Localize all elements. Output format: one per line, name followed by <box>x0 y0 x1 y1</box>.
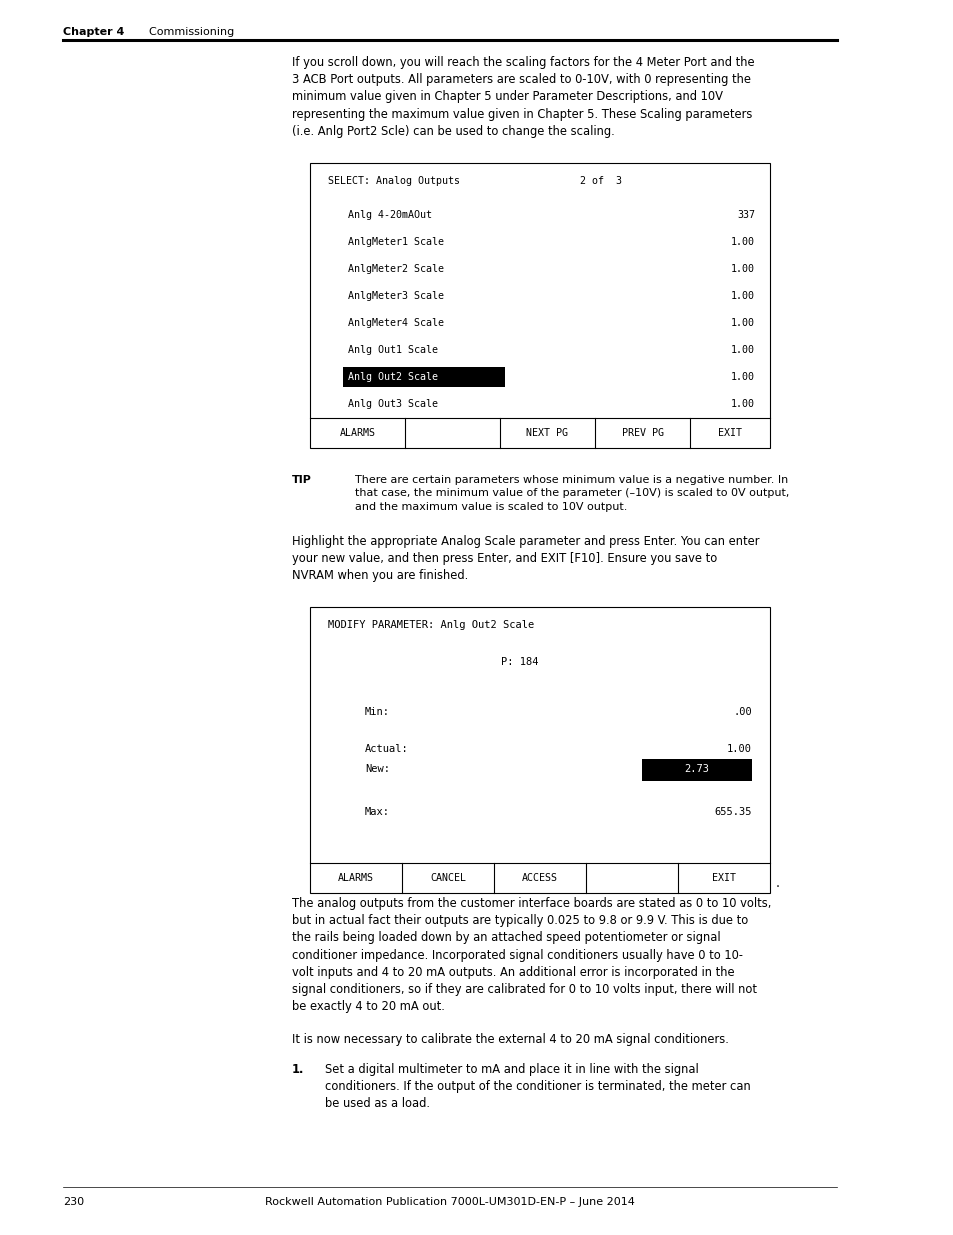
Text: Rockwell Automation Publication 7000L-UM301D-EN-P – June 2014: Rockwell Automation Publication 7000L-UM… <box>265 1197 635 1207</box>
Text: .: . <box>774 879 781 889</box>
Text: NEXT PG: NEXT PG <box>526 429 568 438</box>
Text: TIP: TIP <box>292 475 312 485</box>
Text: Actual:: Actual: <box>365 743 408 755</box>
Text: Highlight the appropriate Analog Scale parameter and press Enter. You can enter
: Highlight the appropriate Analog Scale p… <box>292 535 759 583</box>
Text: 1.00: 1.00 <box>730 319 754 329</box>
Text: SELECT: Analog Outputs                    2 of  3: SELECT: Analog Outputs 2 of 3 <box>328 177 621 186</box>
Text: Commissioning: Commissioning <box>135 27 234 37</box>
Text: 230: 230 <box>63 1197 84 1207</box>
Text: 1.00: 1.00 <box>726 743 751 755</box>
Text: Chapter 4: Chapter 4 <box>63 27 124 37</box>
Text: 337: 337 <box>737 210 754 220</box>
Text: If you scroll down, you will reach the scaling factors for the 4 Meter Port and : If you scroll down, you will reach the s… <box>292 56 754 138</box>
Text: 2.73: 2.73 <box>684 764 709 774</box>
Bar <box>310 163 769 448</box>
Text: Anlg Out2 Scale: Anlg Out2 Scale <box>348 372 437 383</box>
Text: 1.00: 1.00 <box>730 399 754 410</box>
Text: Set a digital multimeter to mA and place it in line with the signal
conditioners: Set a digital multimeter to mA and place… <box>325 1063 750 1110</box>
Text: 1.00: 1.00 <box>730 291 754 301</box>
Text: Anlg Out1 Scale: Anlg Out1 Scale <box>348 346 437 356</box>
Text: Min:: Min: <box>365 706 390 718</box>
Text: 1.00: 1.00 <box>730 237 754 247</box>
Text: Max:: Max: <box>365 806 390 818</box>
Text: AnlgMeter4 Scale: AnlgMeter4 Scale <box>348 319 443 329</box>
Text: ACCESS: ACCESS <box>521 873 558 883</box>
Text: There are certain parameters whose minimum value is a negative number. In
that c: There are certain parameters whose minim… <box>355 475 788 511</box>
Bar <box>310 606 769 893</box>
Text: EXIT: EXIT <box>718 429 741 438</box>
Text: It is now necessary to calibrate the external 4 to 20 mA signal conditioners.: It is now necessary to calibrate the ext… <box>292 1032 728 1046</box>
Text: AnlgMeter3 Scale: AnlgMeter3 Scale <box>348 291 443 301</box>
Text: ALARMS: ALARMS <box>339 429 375 438</box>
Text: 1.00: 1.00 <box>730 372 754 383</box>
Bar <box>343 367 504 388</box>
Bar <box>641 758 751 781</box>
Text: 655.35: 655.35 <box>714 806 751 818</box>
Text: AnlgMeter1 Scale: AnlgMeter1 Scale <box>348 237 443 247</box>
Text: P: 184: P: 184 <box>500 657 538 667</box>
Text: New:: New: <box>365 764 390 774</box>
Text: The analog outputs from the customer interface boards are stated as 0 to 10 volt: The analog outputs from the customer int… <box>292 897 771 1013</box>
Text: Anlg Out3 Scale: Anlg Out3 Scale <box>348 399 437 410</box>
Text: 1.: 1. <box>292 1063 304 1076</box>
Text: .00: .00 <box>733 706 751 718</box>
Text: Anlg 4-20mAOut: Anlg 4-20mAOut <box>348 210 432 220</box>
Text: PREV PG: PREV PG <box>620 429 662 438</box>
Text: 1.00: 1.00 <box>730 264 754 274</box>
Text: MODIFY PARAMETER: Anlg Out2 Scale: MODIFY PARAMETER: Anlg Out2 Scale <box>328 620 534 630</box>
Text: AnlgMeter2 Scale: AnlgMeter2 Scale <box>348 264 443 274</box>
Text: ALARMS: ALARMS <box>337 873 374 883</box>
Text: EXIT: EXIT <box>711 873 735 883</box>
Text: 1.00: 1.00 <box>730 346 754 356</box>
Text: CANCEL: CANCEL <box>430 873 465 883</box>
